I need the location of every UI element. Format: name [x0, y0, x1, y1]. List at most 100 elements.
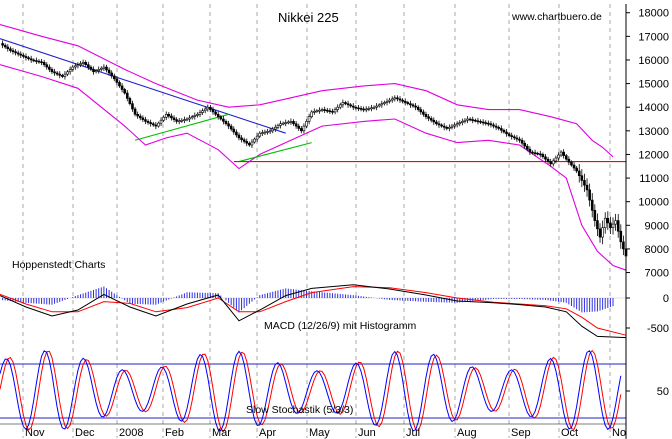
stochastic-tick-label: 50: [657, 386, 669, 398]
candle-body: [61, 75, 64, 77]
candle-body: [554, 157, 558, 162]
candle-body: [131, 103, 134, 110]
macd-line: [0, 284, 627, 339]
candle-body: [533, 152, 537, 154]
candle-body: [42, 62, 46, 65]
candle-body: [435, 121, 438, 125]
candle-body: [107, 69, 111, 74]
candle-body: [502, 129, 506, 133]
candle-body: [583, 180, 586, 186]
y-tick-label: 18000: [638, 8, 669, 20]
candle-body: [479, 121, 482, 123]
candle-body: [492, 124, 495, 127]
candle-body: [58, 73, 62, 76]
candle-body: [100, 67, 103, 70]
candle-body: [253, 138, 256, 143]
candle-body: [125, 92, 129, 99]
macd-tick-label: -500: [647, 323, 669, 335]
candle-body: [297, 125, 301, 129]
x-tick-label: 2008: [119, 427, 143, 439]
candle-body: [437, 123, 441, 126]
candle-body: [346, 103, 350, 106]
candle-body: [284, 122, 288, 124]
candle-body: [468, 118, 472, 121]
candle-body: [71, 66, 75, 70]
candle-body: [14, 51, 17, 54]
candle-body: [531, 151, 534, 154]
x-tick-label: Nov: [25, 427, 45, 439]
candle-body: [461, 121, 464, 123]
candle-body: [276, 125, 280, 128]
candle-body: [344, 102, 347, 104]
candle-body: [16, 52, 20, 55]
candle-body: [55, 72, 59, 75]
candle-body: [463, 119, 467, 122]
y-tick-label: 14000: [638, 102, 669, 114]
candle-body: [453, 124, 456, 127]
candle-body: [562, 151, 565, 156]
candle-body: [590, 199, 594, 211]
candle-body: [248, 142, 251, 146]
candle-body: [588, 189, 591, 201]
candle-body: [97, 69, 101, 71]
caption-text: Hoppenstedt Charts: [12, 259, 105, 271]
candle-body: [307, 116, 311, 122]
candle-body: [305, 121, 308, 127]
candle-body: [515, 137, 519, 140]
candle-body: [414, 105, 417, 108]
candle-body: [214, 111, 217, 115]
candle-body: [24, 56, 28, 58]
candle-body: [354, 106, 358, 109]
candle-body: [281, 122, 285, 125]
candle-body: [359, 108, 363, 110]
macd-panel: [0, 284, 627, 339]
candle-body: [383, 102, 386, 104]
candle-body: [3, 44, 7, 48]
candle-body: [250, 141, 254, 146]
x-tick-label: Mar: [212, 427, 231, 439]
candle-body: [450, 125, 454, 128]
trendline: [134, 113, 229, 141]
candle-body: [424, 113, 428, 117]
candle-body: [549, 161, 552, 165]
x-tick-label: No: [612, 427, 626, 439]
candle-body: [172, 117, 176, 120]
candle-body: [593, 210, 597, 221]
candle-body: [551, 160, 555, 165]
candle-body: [183, 119, 186, 121]
x-tick-label: Dec: [75, 427, 95, 439]
candle-body: [525, 145, 529, 150]
candle-body: [390, 98, 394, 101]
candle-body: [81, 62, 85, 64]
candle-body: [79, 63, 82, 65]
candle-body: [32, 59, 36, 62]
candle-body: [105, 66, 108, 71]
candle-body: [94, 70, 98, 73]
candle-body: [614, 220, 617, 225]
candle-body: [133, 108, 137, 115]
candle-body: [351, 105, 355, 108]
candle-body: [497, 126, 501, 129]
candle-body: [616, 220, 620, 232]
candle-body: [572, 164, 576, 169]
candle-body: [484, 122, 488, 124]
candle-body: [487, 122, 490, 125]
candle-body: [507, 133, 511, 136]
candle-body: [538, 153, 542, 156]
candle-body: [481, 121, 485, 124]
candle-body: [596, 220, 599, 230]
candle-body: [188, 117, 191, 120]
candle-body: [138, 115, 142, 119]
candle-body: [422, 111, 425, 115]
candle-body: [302, 125, 306, 132]
candle-body: [242, 139, 246, 142]
candle-body: [9, 48, 12, 51]
candle-body: [445, 126, 449, 129]
stochastic-k-line: [0, 350, 622, 432]
candle-body: [440, 124, 443, 127]
candle-body: [219, 116, 223, 120]
candle-body: [92, 69, 95, 73]
candle-body: [312, 111, 316, 113]
chart-title: Nikkei 225: [278, 10, 339, 25]
